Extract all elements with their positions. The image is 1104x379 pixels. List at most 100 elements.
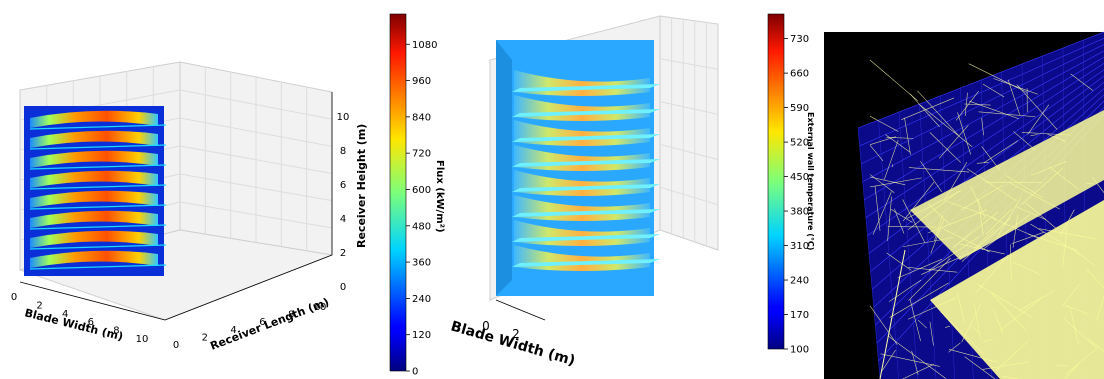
ray-path — [964, 92, 968, 117]
temperature-3d-plot: 02 Blade Width (m) — [449, 15, 719, 369]
ray-path — [887, 196, 892, 241]
ray-path — [869, 59, 918, 102]
ray-path — [1027, 104, 1050, 135]
colorbar-tick-label: 120 — [412, 330, 431, 341]
y-ticks: 0 2 4 6 8 10 — [173, 302, 327, 351]
mesh-line — [864, 56, 1104, 200]
ray-path — [890, 208, 913, 223]
colorbar-tick-label: 380 — [790, 207, 809, 218]
ray-path — [886, 137, 914, 139]
y-tick-label: 8 — [288, 310, 294, 321]
flux-blades — [29, 110, 167, 270]
back-pane-right-2 — [659, 15, 719, 251]
y-axis-line — [164, 254, 333, 321]
flux-blade — [30, 170, 158, 188]
mesh-line — [857, 127, 881, 379]
blade-edge — [29, 224, 167, 230]
x-tick-label: 0 — [11, 292, 17, 303]
ray-path — [911, 350, 919, 375]
ray-path — [1013, 131, 1036, 151]
mesh-line — [862, 50, 1104, 183]
ray-path — [869, 136, 896, 146]
x-tick-label: 10 — [136, 334, 149, 345]
blade-edge — [29, 204, 167, 210]
ray-trace-render — [824, 31, 1104, 379]
z-tick-label: 0 — [340, 282, 346, 293]
x-tick-label: 2 — [512, 327, 520, 341]
colorbar-tick-label: 450 — [790, 172, 809, 183]
z-tick-label: 4 — [340, 214, 346, 225]
temperature-colorbar-label: External wall temperature (°C) — [806, 112, 815, 250]
x-tick-label: 2 — [36, 300, 42, 311]
ray-path — [874, 186, 881, 231]
ray-path — [902, 199, 926, 243]
ray-path — [887, 335, 947, 379]
ray-path — [904, 117, 911, 155]
grid-line — [659, 101, 719, 115]
flux-colorbar: 0 120 240 360 480 600 720 840 960 1080 Flux (kW/m… — [389, 13, 445, 378]
ray-path — [969, 100, 1019, 120]
colorbar-tick-label: 240 — [790, 276, 809, 287]
x-ticks-2: 02 — [482, 319, 520, 341]
ray-path — [908, 267, 958, 273]
x-axis-line — [19, 281, 166, 321]
y-tick-label: 10 — [314, 302, 327, 313]
colorbar-tick-label: 590 — [790, 103, 809, 114]
ray-path — [982, 83, 1005, 98]
ray-path — [909, 93, 940, 128]
blade-edge — [512, 184, 660, 192]
ray-path — [869, 115, 899, 132]
mesh-line — [865, 63, 1104, 218]
colorbar-tick-label: 840 — [412, 112, 431, 123]
blade-edge — [29, 244, 167, 250]
grid-line — [659, 186, 719, 206]
ray-path — [869, 176, 906, 186]
colorbar-tick-label: 520 — [790, 138, 809, 149]
blade-edge — [29, 184, 167, 190]
colorbar-tick-label: 960 — [412, 76, 431, 87]
flux-blade — [30, 110, 158, 128]
ray-path — [880, 353, 940, 367]
ray-path — [964, 356, 996, 379]
ray-path — [1030, 134, 1038, 136]
x-ticks: 0 2 4 6 8 10 — [11, 292, 149, 345]
illuminated-blade-1 — [910, 110, 1104, 260]
flux-blade — [30, 190, 158, 208]
colorbar-tick-label: 730 — [790, 34, 809, 45]
x-axis-line-2 — [495, 299, 546, 321]
pane-grid-2 — [659, 17, 719, 246]
x-axis-label: Blade Width (m) — [23, 306, 124, 343]
blade-edge — [512, 84, 660, 92]
flux-blade — [30, 250, 158, 268]
ray-path — [872, 191, 892, 235]
ray-path — [879, 249, 906, 379]
ray-path — [901, 97, 955, 120]
colorbar-tick-label: 720 — [412, 149, 431, 160]
ray-path — [976, 162, 989, 164]
ray-path — [902, 181, 935, 222]
mesh-line — [878, 119, 899, 379]
flux-colorbar-ticks: 0 120 240 360 480 600 720 840 960 1080 — [406, 40, 437, 378]
ray-path — [920, 161, 943, 193]
x-tick-label: 0 — [482, 319, 490, 333]
z-tick-label: 6 — [340, 180, 346, 191]
ray-path — [929, 132, 961, 163]
ray-path — [917, 90, 959, 136]
blade-edge — [29, 124, 167, 130]
ray-path — [993, 78, 1038, 95]
receiver-side-2 — [496, 40, 512, 296]
ray-path — [888, 279, 922, 302]
blade-edge — [29, 264, 167, 270]
grid-line — [659, 143, 719, 161]
x-tick-label: 6 — [88, 317, 94, 328]
ray-path — [869, 174, 895, 194]
temperature-colorbar-ticks: 100 170 240 310 380 450 520 590 660 730 — [784, 34, 809, 356]
colorbar-tick-label: 240 — [412, 294, 431, 305]
colorbar-tick-label: 310 — [790, 241, 809, 252]
blade-edge — [512, 109, 660, 117]
colorbar-tick-label: 100 — [790, 345, 809, 356]
x-tick-label: 4 — [62, 309, 68, 320]
z-tick-label: 10 — [337, 112, 350, 123]
grid-line — [179, 89, 333, 120]
